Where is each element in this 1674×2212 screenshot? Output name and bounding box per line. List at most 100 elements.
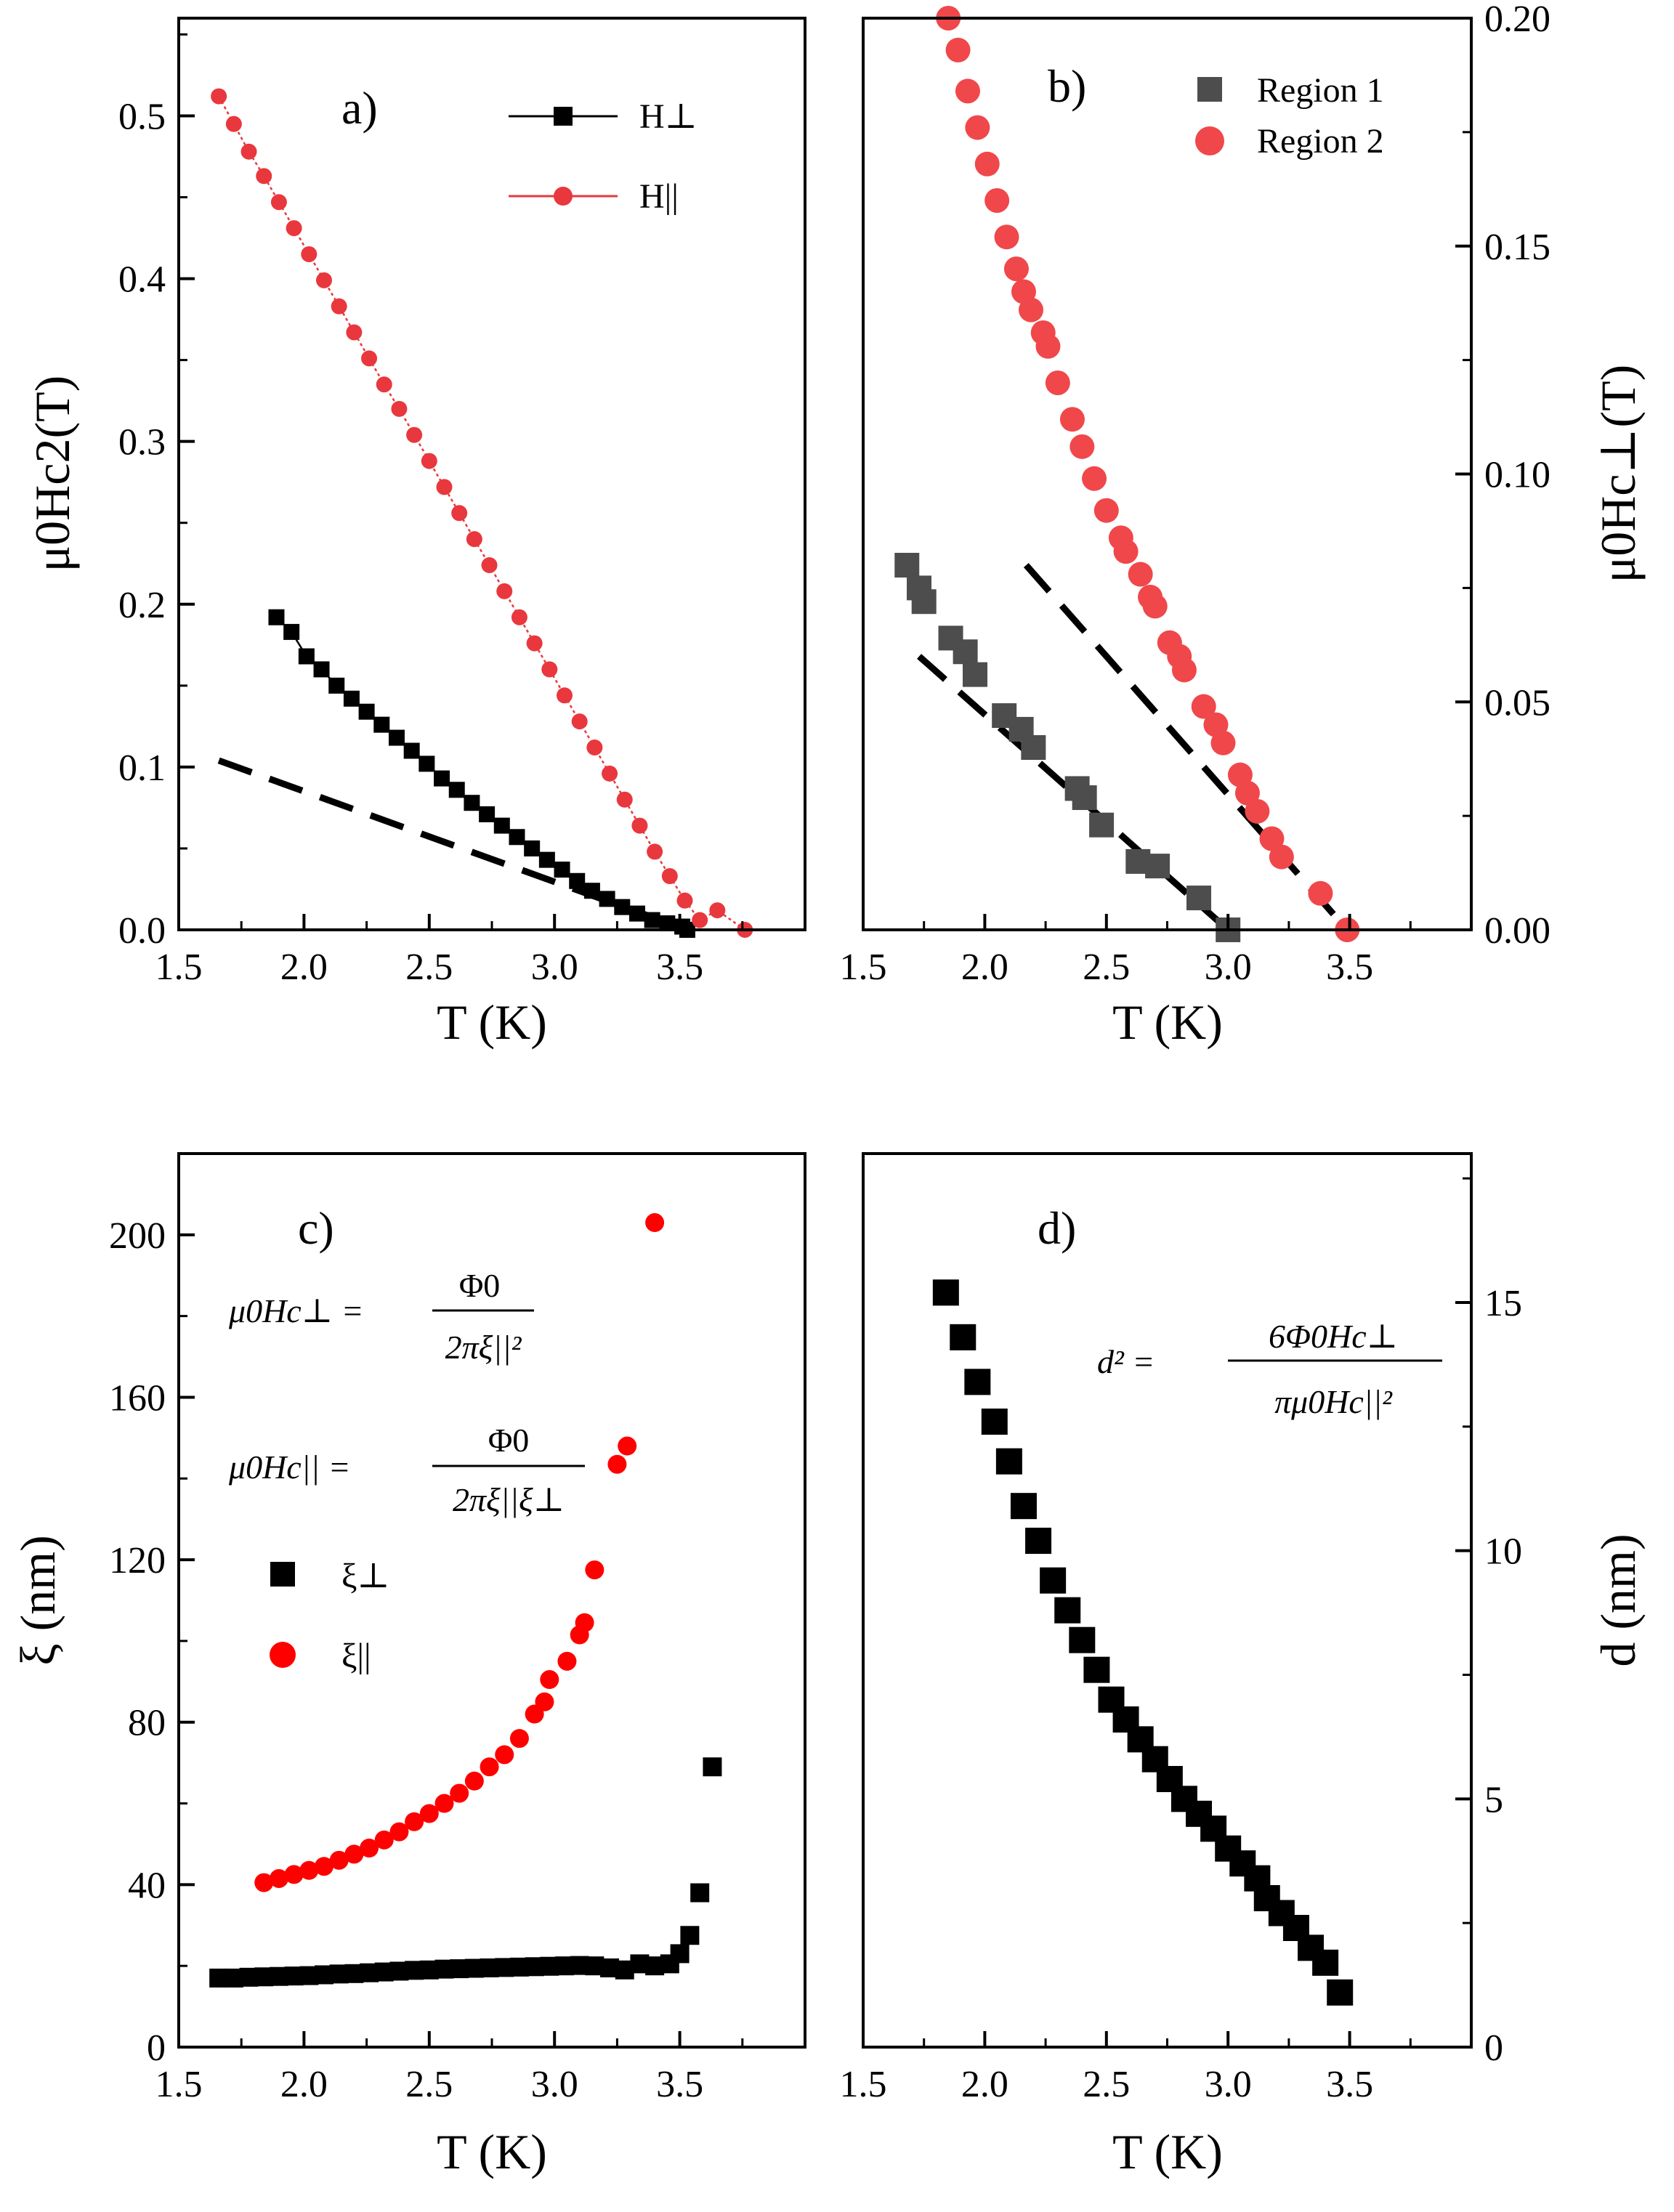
c-series-0-point-33: [690, 1883, 710, 1903]
c-series-1-point-6: [344, 1844, 364, 1864]
c-y-tick-label-0: 0: [147, 2027, 166, 2069]
c-series-1-point-27: [645, 1213, 665, 1233]
panel-c-legend-label-perp: ξ⊥: [341, 1557, 390, 1595]
a-series-0-point-7: [373, 716, 390, 733]
c-x-tick-label-2: 2.5: [405, 2064, 453, 2105]
a-series-0-point-5: [343, 690, 360, 707]
b-series-1-point-5: [984, 188, 1010, 213]
panel-c: 1.5 2.0 2.5 3.0 3.5 0 40 80 120 160 200 c) T (K) ξ…: [10, 1152, 806, 2179]
c-series-0-point-32: [680, 1926, 700, 1945]
a-series-1-point-3: [256, 168, 272, 185]
panel-d-eq-lhs: d² =: [1097, 1343, 1155, 1380]
a-series-1-point-31: [676, 892, 693, 909]
c-y-tick-label-5: 200: [109, 1215, 166, 1257]
d-x-tick-label-3: 3.0: [1205, 2064, 1252, 2105]
c-series-1-point-1: [269, 1868, 288, 1888]
c-series-1-point-25: [607, 1454, 627, 1474]
d-series-0-point-9: [1069, 1626, 1096, 1653]
c-series-1-point-0: [254, 1873, 274, 1892]
a-series-0-point-2: [298, 648, 315, 665]
panel-c-eq1-lhs: μ0Hc⊥ =: [228, 1292, 364, 1329]
panel-b-legend: Region 1 Region 2: [1195, 71, 1384, 161]
b-series-1-point-15: [1082, 466, 1107, 491]
d-x-tick-label-2: 2.5: [1083, 2064, 1130, 2105]
b-x-tick-label-1: 2.0: [961, 947, 1008, 988]
b-series-1-point-27: [1210, 730, 1236, 755]
a-y-tick-label-4: 0.4: [118, 259, 166, 301]
b-series-1-point-4: [974, 151, 1000, 177]
a-series-0-point-0: [268, 609, 285, 625]
panel-c-eq2-den: 2πξ||ξ⊥: [453, 1481, 565, 1518]
a-y-tick-label-5: 0.5: [118, 96, 166, 137]
c-y-tick-label-4: 160: [109, 1377, 166, 1419]
b-series-1-point-33: [1308, 880, 1333, 906]
a-x-tick-label-1: 2.0: [280, 947, 328, 988]
panel-d-eq-num: 6Φ0Hc⊥: [1269, 1318, 1398, 1355]
d-series-0-point-26: [1312, 1949, 1339, 1976]
d-series-0-point-6: [1025, 1528, 1052, 1554]
d-series-0-point-1: [950, 1324, 976, 1350]
panel-d-marks: [932, 1279, 1354, 2006]
b-series-1-point-13: [1059, 407, 1085, 432]
a-dashed-fit-0: [217, 757, 689, 933]
panel-c-y-axis-label: ξ (nm): [10, 1535, 65, 1666]
b-y-tick-label-0: 0.00: [1484, 910, 1550, 952]
c-series-1-point-15: [480, 1757, 499, 1777]
a-series-1-point-24: [571, 713, 588, 730]
a-series-1-point-25: [586, 740, 603, 755]
b-x-tick-label-4: 3.5: [1326, 947, 1373, 988]
a-y-tick-label-1: 0.1: [118, 748, 166, 789]
panel-a-y-axis-label: μ0Hc2(T): [25, 376, 80, 572]
panel-c-legend-marker-par: [270, 1642, 296, 1668]
a-series-0-point-21: [583, 883, 600, 899]
panel-d-equation: d² = 6Φ0Hc⊥ πμ0Hc||²: [1097, 1318, 1442, 1420]
a-series-1-point-19: [496, 583, 513, 599]
a-series-1-point-7: [315, 272, 332, 288]
panel-c-x-axis-label: T (K): [437, 2124, 547, 2179]
d-series-0-point-5: [1010, 1493, 1037, 1520]
panel-a: 1.5 2.0 2.5 3.0 3.5 0.0 0.1 0.2 0.3 0.4 0.5 a) T (…: [25, 17, 806, 1050]
panel-a-axes: 1.5 2.0 2.5 3.0 3.5 0.0 0.1 0.2 0.3 0.4 0.5: [118, 33, 744, 988]
a-series-1-point-14: [421, 453, 437, 469]
b-series-1-point-3: [965, 115, 990, 140]
panel-c-eq1-num: Φ0: [459, 1267, 501, 1304]
a-series-1-point-23: [556, 687, 573, 704]
a-series-1-point-12: [391, 400, 408, 417]
b-series-0-point-0: [894, 553, 920, 578]
panel-a-legend-marker-perp: [554, 107, 573, 126]
panel-a-frame: [177, 17, 806, 931]
b-series-1-point-7: [1003, 256, 1029, 282]
panel-c-eq2-num: Φ0: [488, 1422, 530, 1459]
a-series-0-point-11: [434, 770, 450, 787]
panel-b-letter: b): [1048, 60, 1086, 112]
b-series-1-point-9: [1019, 297, 1044, 323]
a-series-0-point-9: [403, 742, 420, 759]
b-series-1-point-11: [1035, 333, 1061, 359]
panel-a-legend-label-par: H||: [639, 177, 679, 216]
panel-a-legend-label-perp: H⊥: [639, 97, 698, 136]
b-y-tick-label-4: 0.20: [1484, 0, 1550, 40]
panel-a-legend: H⊥ H||: [509, 97, 698, 216]
c-y-tick-label-1: 40: [128, 1865, 166, 1906]
a-series-1-point-8: [331, 298, 347, 315]
d-series-0-point-2: [964, 1369, 991, 1395]
a-series-0-point-16: [509, 829, 525, 846]
panel-d-eq-den: πμ0Hc||²: [1274, 1383, 1393, 1420]
a-series-0-point-14: [479, 806, 496, 822]
panel-c-marks: [209, 1213, 722, 1988]
b-series-1-point-14: [1070, 434, 1095, 459]
c-series-1-point-11: [419, 1804, 439, 1823]
a-series-1-point-2: [240, 143, 257, 160]
panel-b-marks: [894, 6, 1360, 942]
panel-b: 1.5 2.0 2.5 3.0 3.5 0.00 0.05 0.10 0.15 0.20 b) T…: [840, 0, 1646, 1050]
panel-a-letter: a): [341, 82, 378, 134]
b-dashed-fit-1: [1023, 563, 1350, 932]
c-series-1-point-26: [618, 1436, 637, 1456]
a-series-0-point-8: [388, 729, 405, 746]
panel-c-axes: 1.5 2.0 2.5 3.0 3.5 0 40 80 120 160 200: [109, 1215, 744, 2105]
a-series-0-point-19: [554, 862, 570, 878]
a-series-1-point-11: [376, 376, 392, 393]
a-series-0-line: [275, 616, 688, 931]
a-series-1-point-29: [647, 843, 663, 860]
b-series-1-point-2: [955, 78, 980, 104]
